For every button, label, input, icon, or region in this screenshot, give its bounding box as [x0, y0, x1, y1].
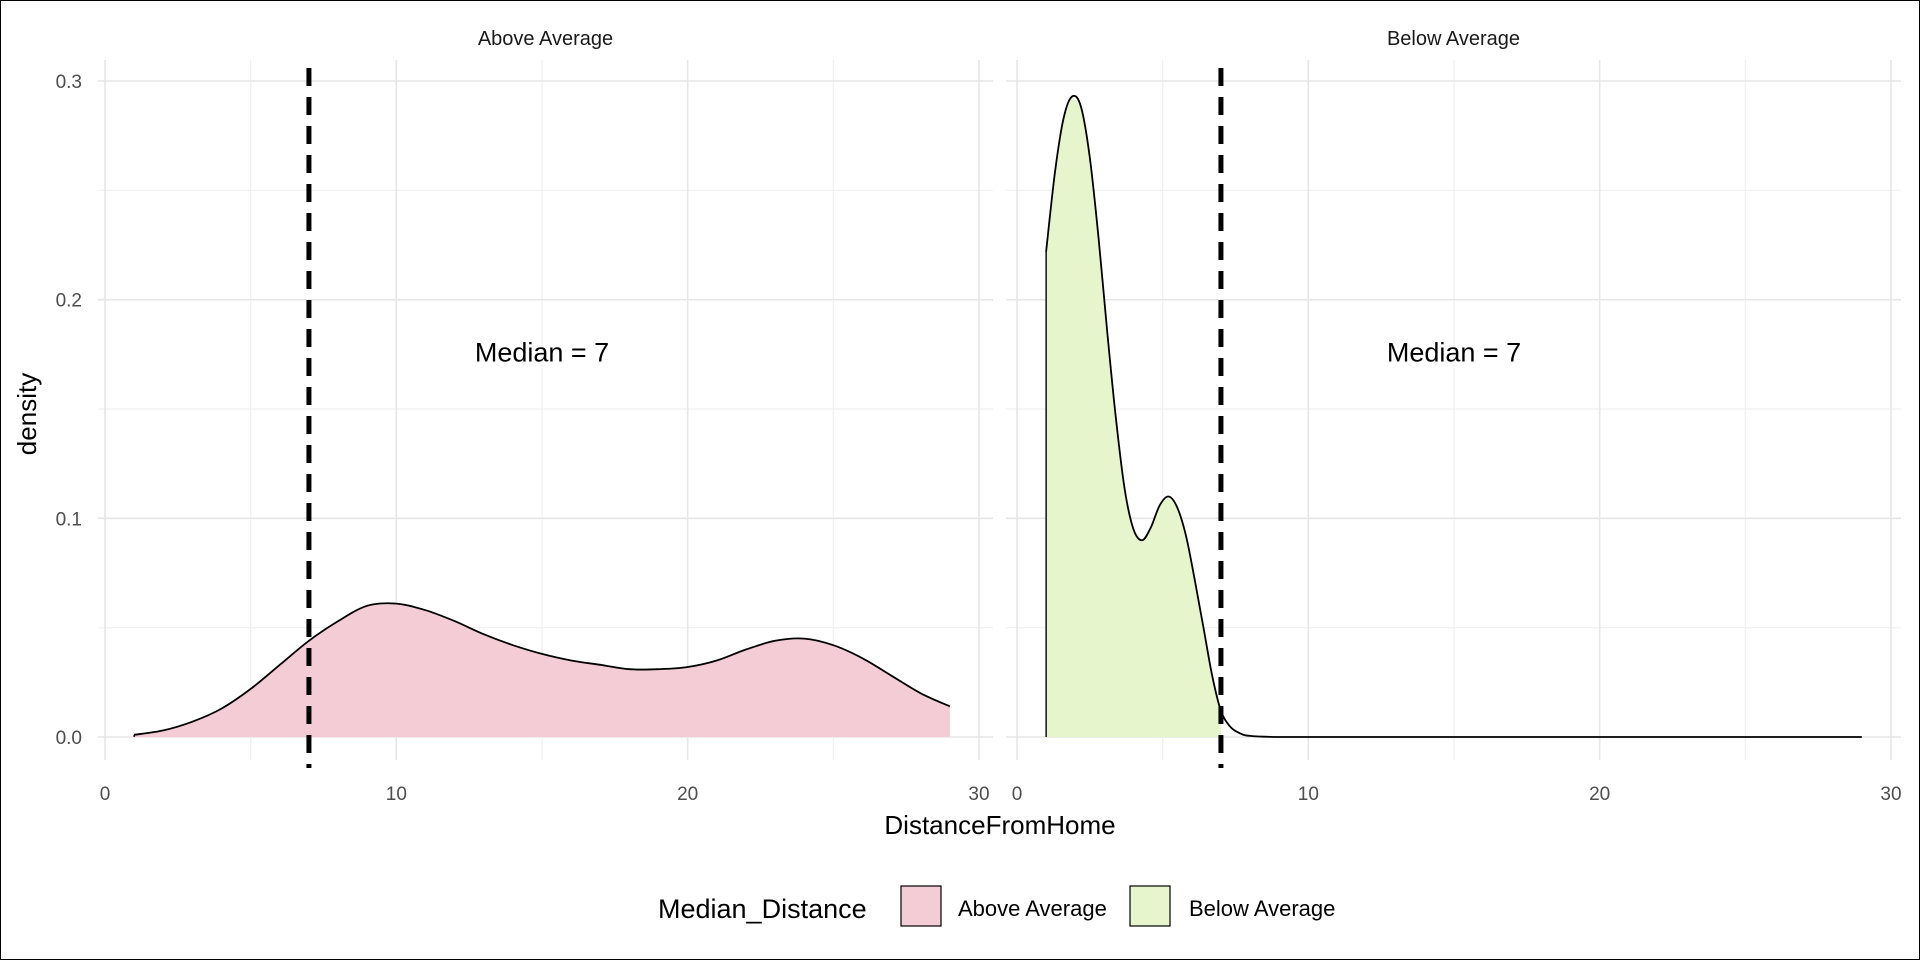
density-area: [1046, 96, 1221, 738]
density-curve: [133, 602, 951, 736]
strip-label-below: Below Average: [1387, 28, 1520, 50]
density-curve: [1045, 94, 1862, 738]
y-tick-label: 0.1: [56, 509, 82, 530]
y-axis-title: density: [12, 373, 42, 455]
x-tick-label: 30: [1880, 784, 1901, 805]
y-tick-label: 0.3: [56, 72, 82, 93]
x-tick-label: 0: [100, 784, 111, 805]
panel-below-average: Below Average Median = 7 0 10 20 30: [1006, 28, 1902, 805]
x-tick-label: 30: [968, 784, 989, 805]
x-tick-label: 20: [677, 784, 698, 805]
legend-swatch-below: [1129, 885, 1171, 927]
median-annotation-below: Median = 7: [1387, 337, 1521, 367]
y-tick-label: 0.2: [56, 291, 82, 312]
x-axis-title: DistanceFromHome: [884, 810, 1115, 840]
y-axis-ticks: 0.0 0.1 0.2 0.3: [56, 72, 82, 749]
panel-above-average: Above Average Median = 7 0 10 20 30: [98, 28, 993, 805]
x-tick-label: 10: [1298, 784, 1319, 805]
legend-label-above: Above Average: [958, 896, 1107, 921]
x-tick-label: 20: [1589, 784, 1610, 805]
density-area: [134, 603, 950, 737]
y-tick-label: 0.0: [56, 728, 82, 749]
legend-swatch-above: [900, 885, 942, 927]
legend-label-below: Below Average: [1189, 896, 1335, 921]
x-tick-label: 10: [386, 784, 407, 805]
x-tick-label: 0: [1012, 784, 1023, 805]
strip-label-above: Above Average: [478, 28, 613, 50]
median-annotation-above: Median = 7: [475, 337, 609, 367]
legend-title: Median_Distance: [658, 894, 867, 924]
legend: Median_Distance Above Average Below Aver…: [658, 885, 1335, 927]
